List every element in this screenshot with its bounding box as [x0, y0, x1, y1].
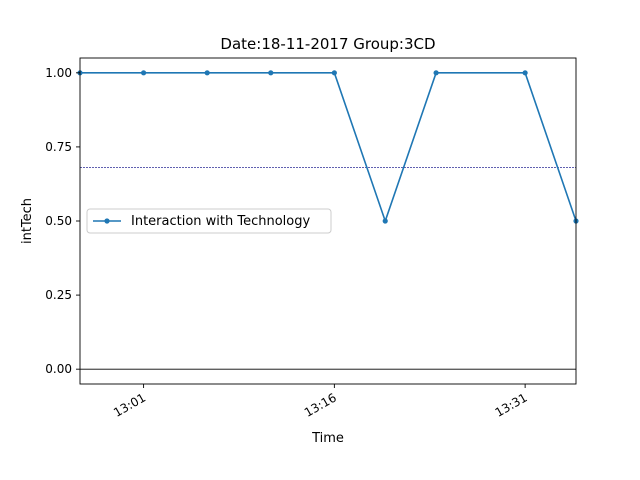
x-axis-label: Time [311, 431, 344, 446]
data-point [268, 70, 274, 76]
data-point [433, 70, 439, 76]
y-axis-label: intTech [20, 198, 35, 244]
data-point [331, 70, 337, 76]
legend-marker [104, 218, 110, 224]
y-tick-label: 0.00 [45, 362, 72, 376]
legend: Interaction with Technology [86, 208, 332, 234]
y-tick-label: 0.25 [45, 288, 72, 302]
data-point [522, 70, 528, 76]
y-tick-label: 1.00 [45, 66, 72, 80]
y-tick-label: 0.50 [45, 214, 72, 228]
legend-box [86, 208, 332, 234]
data-point [204, 70, 210, 76]
legend-label: Interaction with Technology [131, 214, 311, 229]
y-tick-label: 0.75 [45, 140, 72, 154]
data-point [382, 218, 388, 224]
data-point [140, 70, 147, 76]
chart-title: Date:18-11-2017 Group:3CD [220, 35, 435, 53]
